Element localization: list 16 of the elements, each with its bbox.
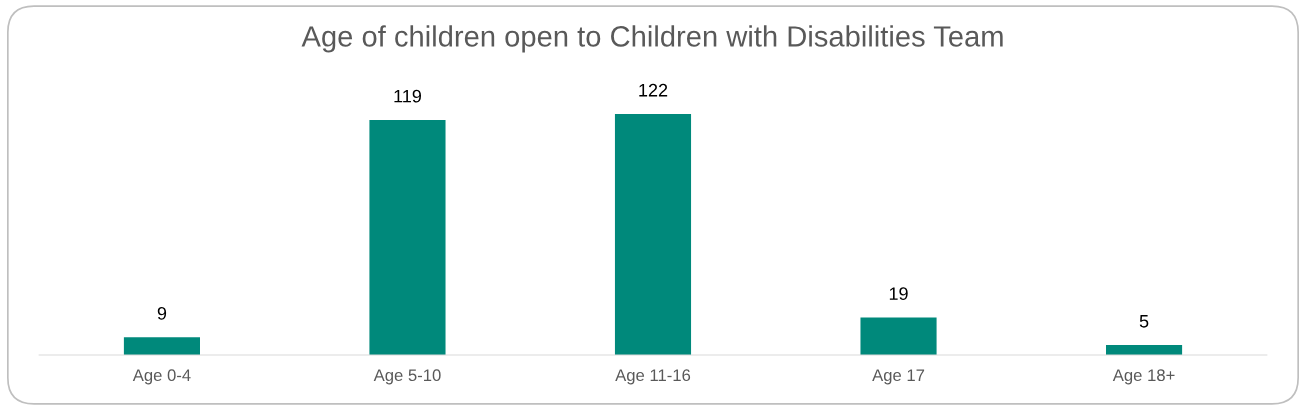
bar (1106, 345, 1183, 355)
bar (614, 114, 692, 355)
data-label: 19 (889, 287, 908, 300)
data-label: 9 (157, 306, 167, 320)
bar (860, 317, 937, 355)
data-label: 122 (639, 83, 668, 97)
bar (369, 119, 446, 355)
x-tick-label: Age 11-16 (615, 369, 691, 385)
bar (123, 337, 200, 355)
x-tick-label: Age 5-10 (373, 369, 441, 385)
data-label: 5 (1139, 315, 1149, 328)
data-label: 119 (394, 89, 422, 103)
x-tick-label: Age 0-4 (132, 369, 191, 385)
chart-title: Age of children open to Children with Disabilities Team (301, 25, 1003, 53)
x-tick-label: Age 18+ (1112, 369, 1175, 385)
x-tick-label: Age 17 (872, 369, 925, 385)
